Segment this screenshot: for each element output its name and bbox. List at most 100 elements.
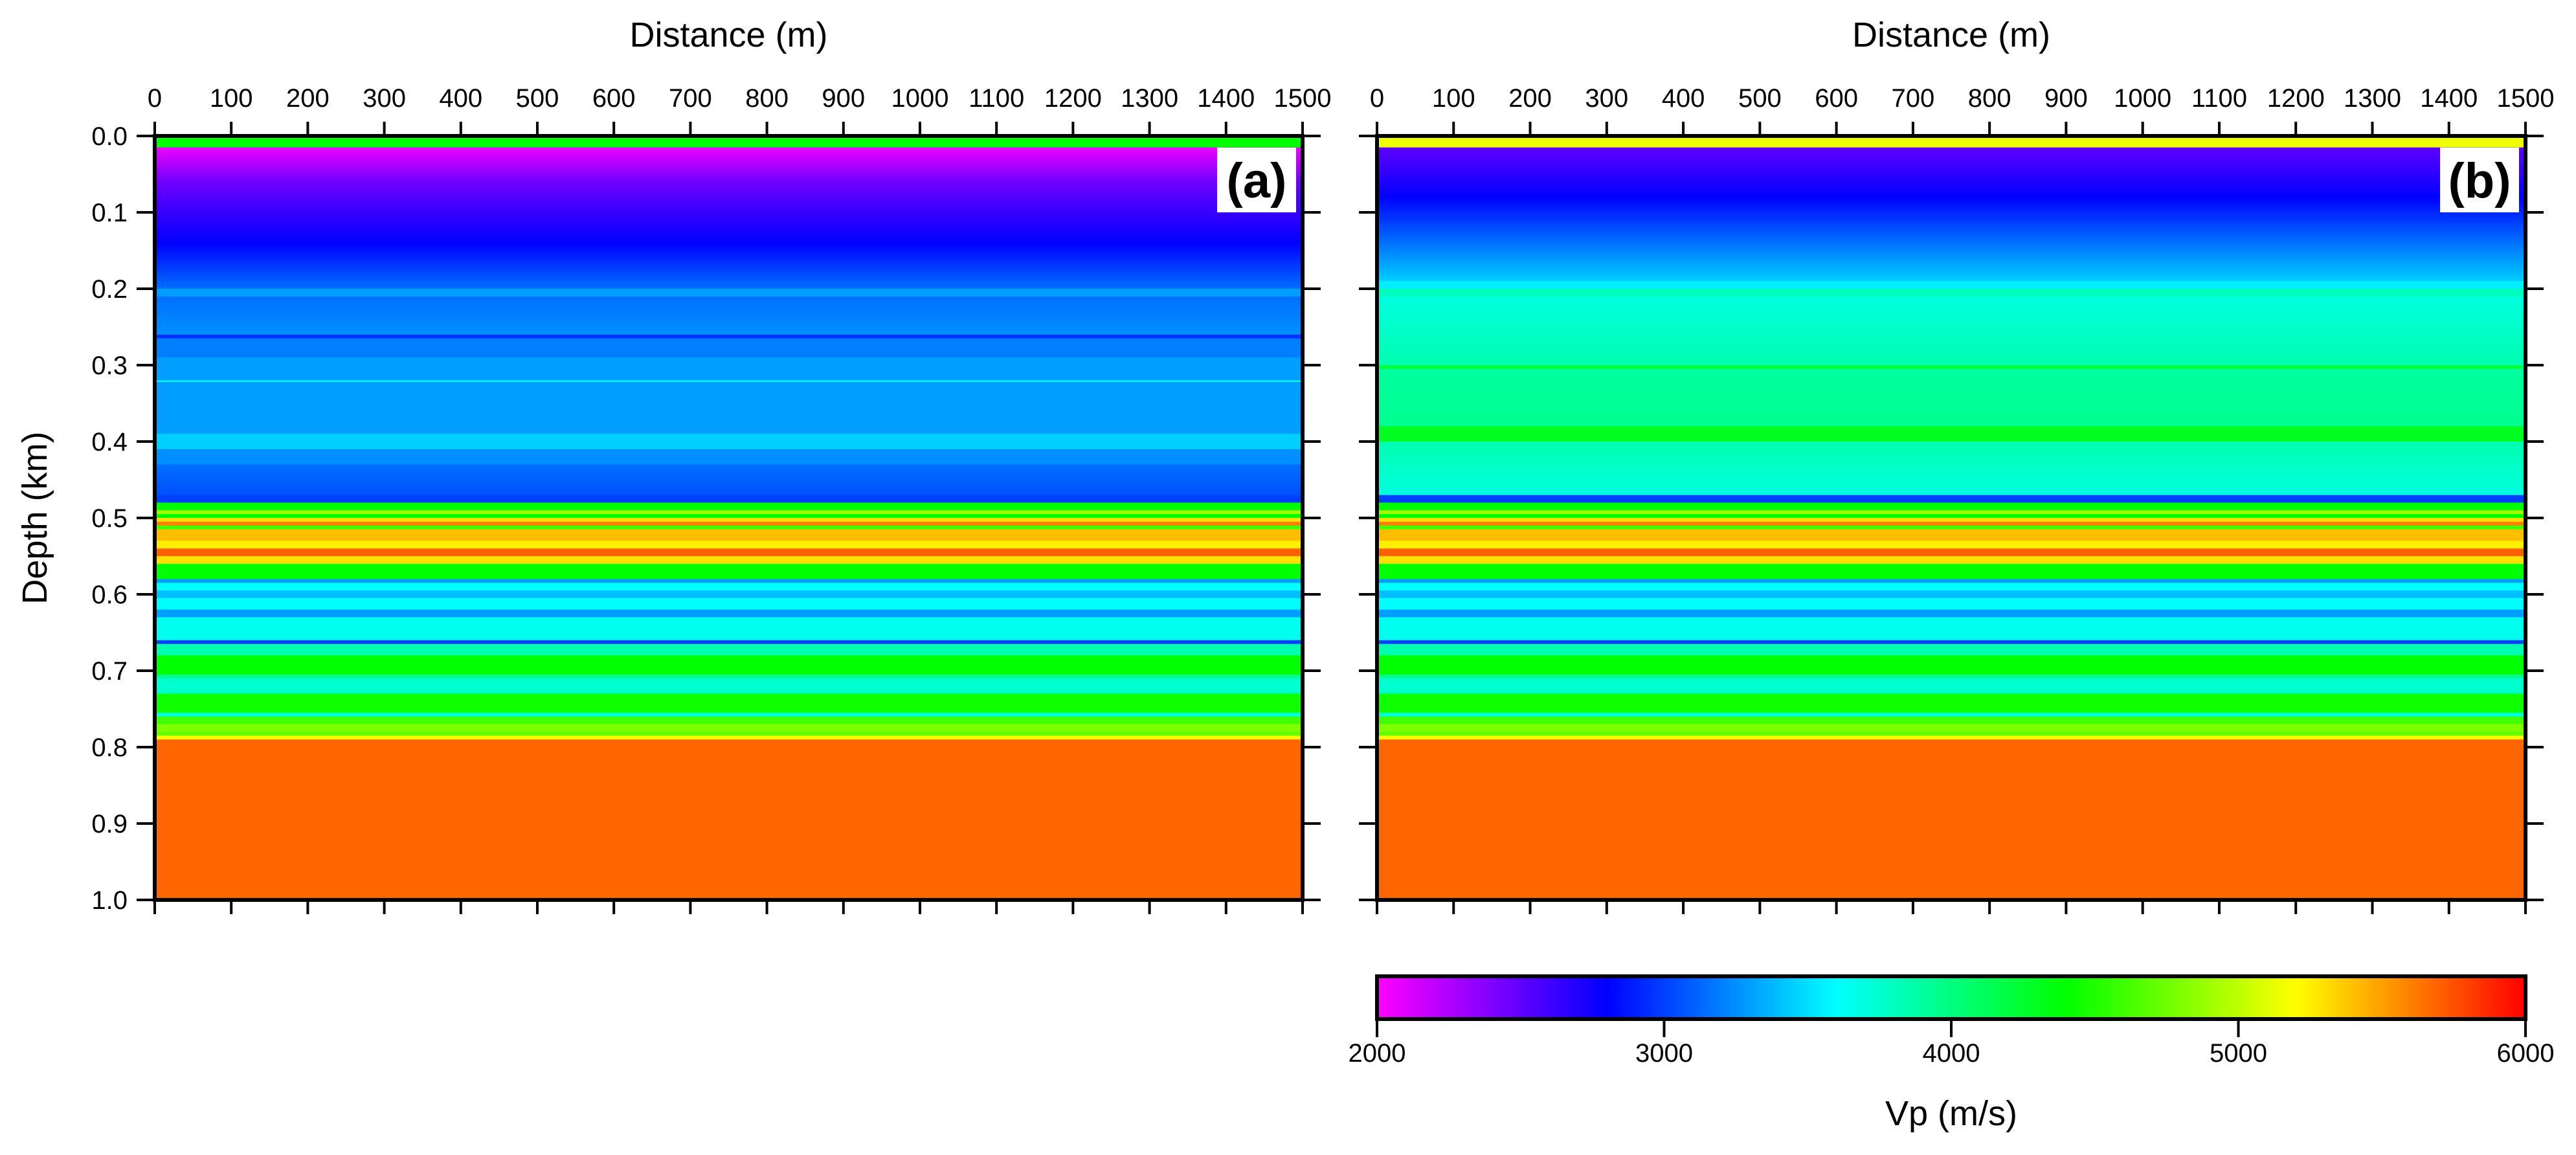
velocity-layer: [1377, 416, 2526, 420]
colorbar-swatch: [1514, 976, 1519, 1019]
velocity-layer: [1377, 166, 2526, 169]
colorbar-swatch: [2390, 976, 2394, 1019]
colorbar-swatch: [1870, 976, 1875, 1019]
velocity-layer: [1377, 177, 2526, 181]
colorbar-swatch: [2330, 976, 2334, 1019]
velocity-layer: [155, 302, 1303, 305]
velocity-layer: [155, 197, 1303, 199]
colorbar-swatch: [2284, 976, 2288, 1019]
velocity-layer: [155, 252, 1303, 255]
velocity-layer: [155, 247, 1303, 249]
x-tick-label: 1500: [1274, 84, 1332, 113]
velocity-layer: [155, 195, 1303, 197]
velocity-layer: [1377, 195, 2526, 197]
velocity-layer: [1377, 281, 2526, 289]
colorbar-swatch: [2419, 976, 2423, 1019]
colorbar-swatch: [2118, 976, 2122, 1019]
colorbar-swatch: [1523, 976, 1527, 1019]
velocity-layer: [1377, 407, 2526, 410]
colorbar-swatch: [1994, 976, 1998, 1019]
colorbar-swatch: [2175, 976, 2179, 1019]
colorbar-swatch: [2410, 976, 2414, 1019]
velocity-layer: [1377, 205, 2526, 207]
velocity-layer: [1377, 735, 2526, 740]
colorbar-swatch: [2514, 976, 2518, 1019]
colorbar-swatch: [2485, 976, 2489, 1019]
colorbar-swatch: [1414, 976, 1418, 1019]
x-tick-label: 100: [1432, 84, 1475, 113]
x-tick-label: 1300: [2344, 84, 2401, 113]
velocity-layer: [1377, 342, 2526, 345]
colorbar-swatch: [2347, 976, 2351, 1019]
panel-label: (a): [1227, 153, 1287, 208]
colorbar-swatch: [1566, 976, 1570, 1019]
velocity-layer: [1377, 243, 2526, 245]
velocity-layer: [1377, 372, 2526, 376]
velocity-layer: [1377, 359, 2526, 362]
velocity-layer: [1377, 208, 2526, 211]
colorbar-swatch: [1704, 976, 1708, 1019]
velocity-layer: [155, 296, 1303, 299]
velocity-layer: [1377, 302, 2526, 305]
velocity-layer: [155, 205, 1303, 207]
colorbar-swatch: [1836, 976, 1840, 1019]
colorbar-swatch: [2146, 976, 2150, 1019]
colorbar-swatch: [1483, 976, 1487, 1019]
colorbar-swatch: [2218, 976, 2222, 1019]
colorbar-swatch: [1828, 976, 1831, 1019]
colorbar-swatch: [1500, 976, 1504, 1019]
colorbar-swatch: [2192, 976, 2196, 1019]
colorbar-swatch: [1572, 976, 1576, 1019]
velocity-layer: [155, 277, 1303, 280]
velocity-layer: [1377, 197, 2526, 199]
velocity-layer: [1377, 712, 2526, 717]
colorbar-swatch: [1730, 976, 1734, 1019]
velocity-layer: [155, 245, 1303, 247]
velocity-layer: [1377, 447, 2526, 450]
velocity-layer: [1377, 424, 2526, 427]
colorbar-swatch: [1440, 976, 1444, 1019]
colorbar-swatch: [2434, 976, 2437, 1019]
colorbar-swatch: [2270, 976, 2274, 1019]
colorbar-swatch: [1758, 976, 1763, 1019]
velocity-layer: [155, 468, 1303, 471]
velocity-layer: [155, 249, 1303, 251]
colorbar-swatch: [1736, 976, 1740, 1019]
velocity-layer: [155, 164, 1303, 167]
colorbar-swatch: [1446, 976, 1450, 1019]
velocity-layer: [1377, 308, 2526, 311]
colorbar-swatch: [2246, 976, 2251, 1019]
colorbar-swatch: [1437, 976, 1441, 1019]
velocity-layer: [1377, 398, 2526, 400]
y-tick-label: 0.0: [91, 122, 128, 151]
colorbar-swatch: [2425, 976, 2429, 1019]
colorbar-swatch: [1595, 976, 1599, 1019]
velocity-layer: [155, 502, 1303, 511]
colorbar-swatch: [2353, 976, 2357, 1019]
colorbar-swatch: [2404, 976, 2408, 1019]
y-tick-label: 0.7: [91, 657, 128, 686]
velocity-layer: [1377, 245, 2526, 247]
velocity-layer: [155, 153, 1303, 156]
velocity-layer: [1377, 193, 2526, 196]
colorbar-swatch: [1411, 976, 1415, 1019]
x-tick-label: 200: [286, 84, 330, 113]
colorbar-swatch: [2310, 976, 2314, 1019]
velocity-layer: [155, 193, 1303, 196]
velocity-layer: [1377, 368, 2526, 372]
colorbar-swatch: [1790, 976, 1794, 1019]
velocity-layer: [1377, 262, 2526, 265]
colorbar-swatch: [2422, 976, 2426, 1019]
colorbar-swatch: [2396, 976, 2400, 1019]
x-tick-label: 500: [516, 84, 559, 113]
colorbar-swatch: [2436, 976, 2440, 1019]
colorbar-swatch: [1920, 976, 1923, 1019]
velocity-layer: [155, 495, 1303, 503]
velocity-layer: [155, 644, 1303, 656]
velocity-layer: [155, 466, 1303, 469]
velocity-layer: [155, 449, 1303, 465]
colorbar-swatch: [1813, 976, 1817, 1019]
velocity-layer: [1377, 289, 2526, 297]
colorbar-swatch: [1451, 976, 1455, 1019]
velocity-layer: [155, 541, 1303, 549]
